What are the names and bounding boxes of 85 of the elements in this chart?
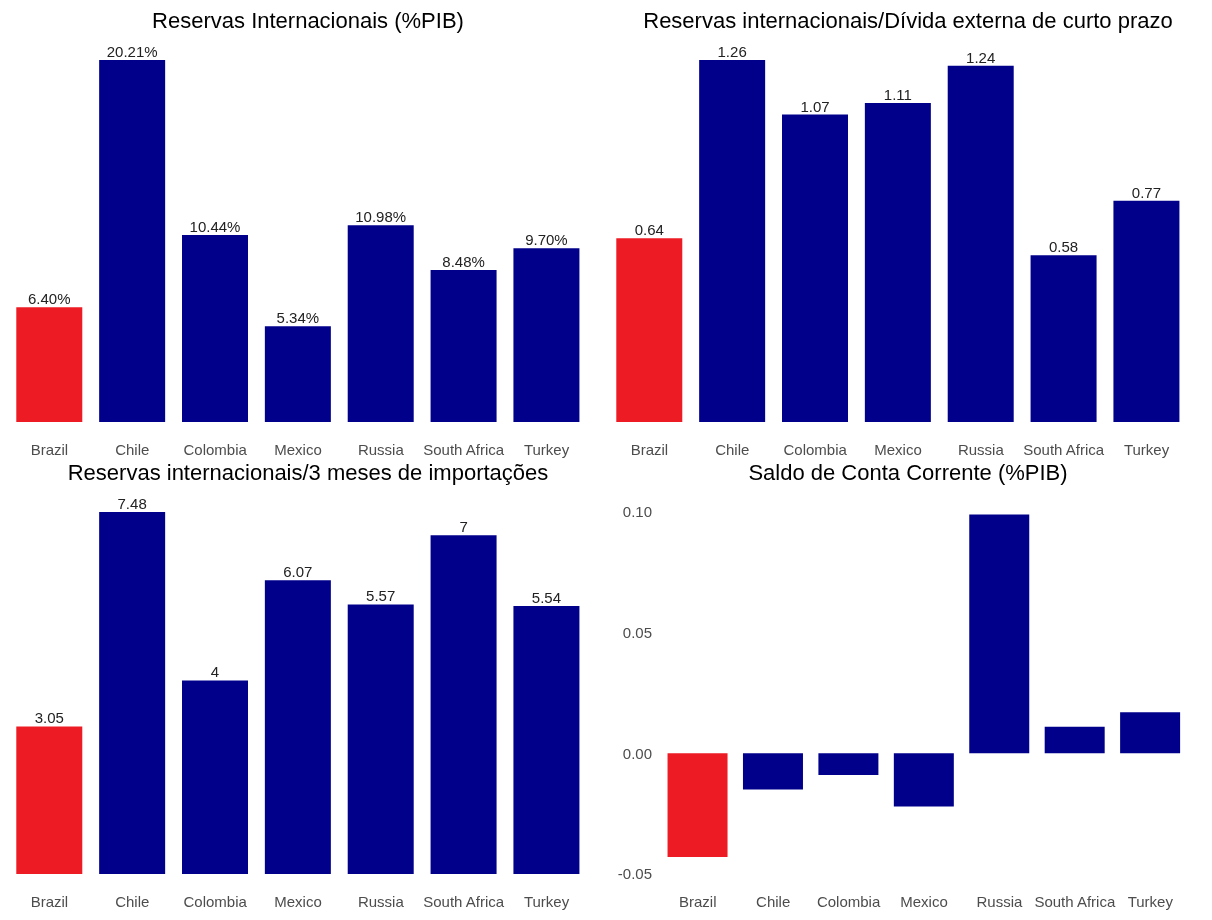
x-tick-label: Brazil: [678, 892, 717, 910]
bar: [99, 512, 166, 874]
x-tick-label: Colombia: [783, 440, 848, 458]
bar: [99, 60, 166, 422]
x-tick-label: Mexico: [274, 440, 322, 458]
x-tick-label: Mexico: [900, 892, 948, 910]
x-tick-label: Brazil: [630, 440, 669, 458]
x-tick-label: South Africa: [1034, 892, 1116, 910]
data-label: 10.44%: [189, 218, 241, 235]
data-label: 0.58: [1048, 238, 1079, 256]
bar: [264, 326, 331, 422]
bar: [513, 605, 580, 874]
x-tick-label: Brazil: [30, 892, 69, 910]
x-tick-label: Mexico: [274, 892, 322, 910]
x-tick-label: Chile: [756, 892, 791, 910]
bar: [182, 235, 248, 422]
bar: [699, 60, 766, 422]
x-tick-label: South Africa: [423, 440, 505, 458]
y-tick-label: 0.05: [622, 623, 652, 641]
data-label: 3.05: [34, 709, 64, 727]
bar: [430, 535, 497, 874]
chart-title: Reservas internacionais/Dívida externa de curto prazo: [642, 8, 1174, 35]
bar: [1113, 200, 1180, 422]
data-label: 6.07: [283, 563, 313, 581]
bar: [969, 514, 1030, 754]
bar: [347, 604, 414, 874]
data-label: 0.77: [1131, 183, 1162, 201]
x-tick-label: Russia: [976, 892, 1024, 910]
y-tick-label: 0.00: [622, 744, 652, 762]
bar: [16, 307, 83, 422]
x-tick-label: Colombia: [183, 440, 248, 458]
x-tick-label: Mexico: [874, 440, 922, 458]
y-tick-label: 0.10: [622, 503, 652, 521]
bar: [264, 580, 331, 874]
x-tick-label: Russia: [357, 892, 405, 910]
data-label: 7.48: [117, 495, 147, 512]
bar: [1120, 712, 1181, 754]
data-label: 0.64: [634, 221, 664, 239]
x-tick-label: Colombia: [183, 892, 248, 910]
bar: [513, 248, 580, 422]
bar: [1044, 726, 1105, 754]
data-label: 1.24: [966, 48, 996, 66]
data-label: 4: [210, 663, 220, 681]
bar: [947, 65, 1014, 422]
chart-title: Saldo de Conta Corrente (%PIB): [747, 460, 1069, 487]
data-label: 10.98%: [355, 208, 407, 226]
x-tick-label: South Africa: [423, 892, 505, 910]
bar: [667, 753, 728, 858]
data-label: 1.11: [883, 86, 912, 104]
x-tick-label: Turkey: [523, 892, 570, 910]
x-tick-label: Chile: [115, 892, 150, 910]
bar: [616, 238, 683, 422]
x-tick-label: Turkey: [1127, 892, 1174, 910]
x-tick-label: Chile: [715, 440, 750, 458]
bar: [182, 680, 248, 874]
bar: [864, 103, 931, 422]
data-label: 5.54: [531, 588, 562, 606]
y-tick-label: -0.05: [617, 865, 652, 883]
x-tick-label: Russia: [957, 440, 1005, 458]
x-tick-label: Turkey: [523, 440, 570, 458]
data-label: 1.26: [717, 43, 747, 60]
bar: [16, 726, 83, 874]
bar: [1030, 255, 1097, 422]
x-tick-label: South Africa: [1023, 440, 1105, 458]
x-tick-label: Brazil: [30, 440, 69, 458]
bar: [893, 753, 954, 807]
bar: [430, 270, 497, 422]
x-tick-label: Chile: [115, 440, 150, 458]
data-label: 6.40%: [28, 290, 71, 308]
data-label: 5.57: [366, 587, 396, 605]
data-label: 5.34%: [276, 309, 320, 327]
bar: [818, 753, 879, 776]
x-tick-label: Turkey: [1123, 440, 1170, 458]
data-label: 20.21%: [106, 43, 158, 60]
bar: [782, 114, 848, 422]
data-label: 7: [459, 518, 468, 536]
chart-title: Reservas internacionais/3 meses de importações: [66, 460, 550, 487]
x-tick-label: Russia: [357, 440, 405, 458]
bar: [742, 753, 803, 790]
data-label: 8.48%: [442, 253, 485, 271]
data-label: 9.70%: [525, 231, 568, 249]
bar: [347, 225, 414, 422]
data-label: 1.07: [800, 97, 830, 115]
x-tick-label: Colombia: [816, 892, 881, 910]
chart-title: Reservas Internacionais (%PIB): [151, 8, 465, 35]
